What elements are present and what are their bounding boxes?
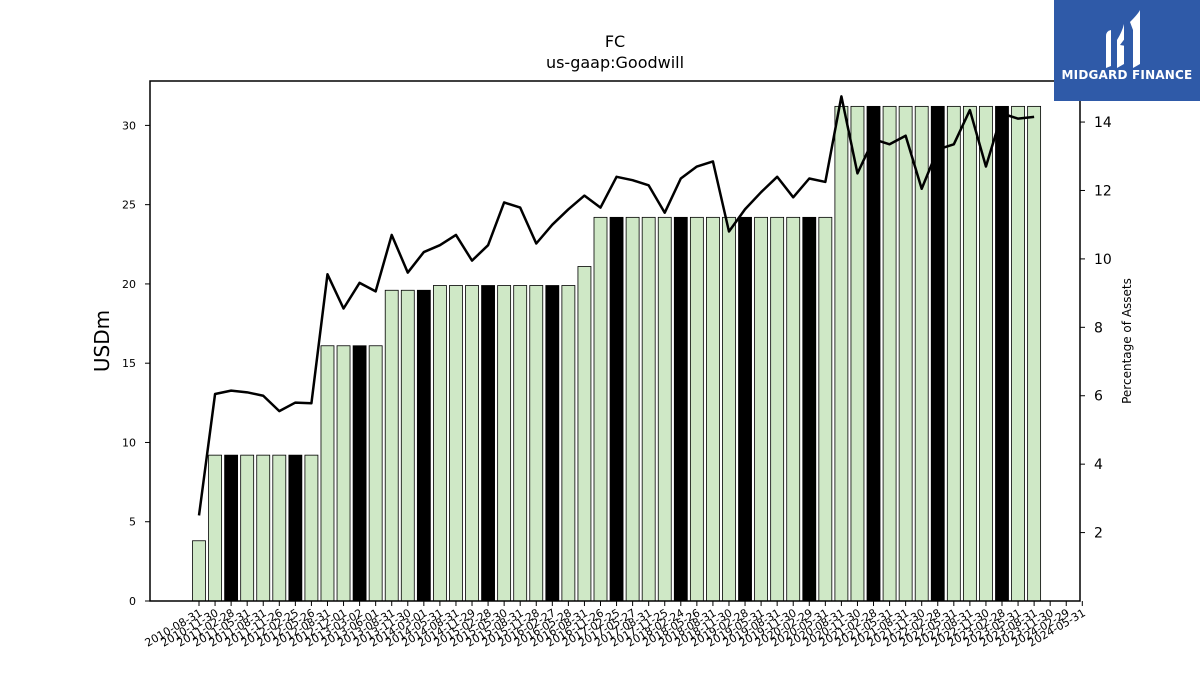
y-tick-label: 15 [122,357,136,370]
bar [1027,105,1042,602]
y2-tick-label: 4 [1094,457,1103,473]
y-tick-label: 0 [129,595,136,608]
bar [465,285,479,602]
bar [754,216,768,602]
bar [625,216,640,602]
bar [449,285,463,602]
bar [272,454,287,602]
y2-axis-label: Percentage of Assets [1120,278,1134,404]
y-tick-label: 10 [122,436,136,449]
bar [384,289,399,602]
bar [786,216,801,602]
bar [850,105,865,602]
bar [722,216,736,602]
brand-logo-text: MIDGARD FINANCE [1061,68,1193,82]
bar [657,216,672,602]
bar [641,216,656,602]
bar [706,216,720,602]
bar [320,345,335,602]
chart-title: FC [604,32,626,51]
plot-frame [149,80,1081,602]
y-tick-label: 30 [122,119,136,132]
bar [593,216,608,602]
bar [304,454,319,602]
y-tick-label: 20 [122,278,136,291]
line-layer [197,95,1035,516]
bar [529,285,544,602]
bar [336,345,351,602]
bar [288,454,303,602]
y2-tick-label: 10 [1094,252,1112,268]
bars-layer [192,105,1042,602]
bar [416,289,431,602]
chart-subtitle: us-gaap:Goodwill [545,53,685,72]
bar [577,266,592,602]
bar [882,105,897,602]
bar [561,285,576,602]
bar [834,105,849,602]
bar [609,216,624,602]
bar [818,216,833,602]
bar [962,105,977,602]
bar [545,285,560,602]
bar [802,216,817,602]
bar [208,454,222,602]
x-axis: 2010-08-312010-11-302011-02-282011-05-31… [143,601,1088,650]
y-axis-label: USDm [90,309,114,373]
y2-tick-label: 8 [1094,320,1103,336]
bar [400,289,415,602]
bar [673,216,688,602]
bar [368,345,383,602]
bar [240,454,255,602]
bar [256,454,271,602]
y2-tick-label: 12 [1094,183,1112,199]
bar [497,285,512,602]
bar [898,105,913,602]
bar [1011,105,1025,602]
bar [432,285,447,602]
bar [979,105,993,602]
right-axis: 2 4 6 8 10 12 14 [1080,115,1112,542]
left-axis: 0 5 10 15 20 25 30 [122,119,150,608]
bar [192,540,206,602]
bar [738,216,752,602]
percentage-line [197,95,1035,516]
bar [352,345,367,602]
y2-tick-label: 14 [1094,115,1112,131]
y-tick-label: 25 [122,199,136,212]
bar [995,105,1009,602]
brand-logo: MIDGARD FINANCE [1054,0,1200,101]
bar [513,285,528,602]
bar [481,285,495,602]
y2-tick-label: 6 [1094,389,1103,405]
bar [866,105,881,602]
y-tick-label: 5 [129,516,136,529]
midgard-logo-icon [1106,10,1140,68]
bar [689,216,704,602]
bar [930,105,945,602]
y2-tick-label: 2 [1094,526,1103,542]
bar [224,454,239,602]
bar [770,216,785,602]
bar [946,105,961,602]
